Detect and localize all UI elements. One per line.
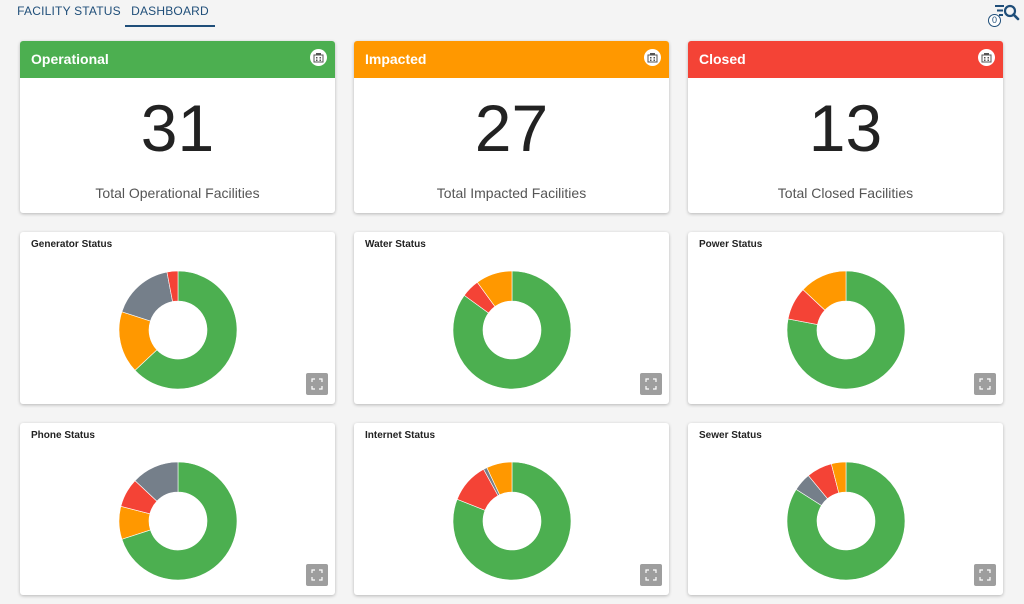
- top-nav: FACILITY STATUS DASHBOARD 0: [0, 0, 1024, 30]
- impacted-header: Impacted: [354, 41, 669, 78]
- closed-label: Total Closed Facilities: [777, 185, 914, 201]
- internet-status-card: Internet Status: [354, 423, 669, 595]
- operational-title: Operational: [31, 51, 109, 67]
- filter-count-badge: 0: [988, 14, 1001, 27]
- filter-search-icon: [995, 4, 1020, 21]
- expand-button[interactable]: [974, 564, 996, 586]
- building-icon: [978, 49, 995, 66]
- expand-icon: [311, 378, 323, 390]
- donut-slice[interactable]: [830, 461, 847, 494]
- expand-icon: [979, 378, 991, 390]
- chart-title: Water Status: [365, 239, 426, 250]
- phone-status-card: Phone Status: [20, 423, 335, 595]
- donut-slice[interactable]: [452, 461, 572, 581]
- expand-icon: [645, 569, 657, 581]
- chart-title: Sewer Status: [699, 430, 762, 441]
- impacted-label: Total Impacted Facilities: [436, 185, 587, 201]
- donut-slice[interactable]: [786, 270, 906, 390]
- generator-status-donut: [118, 270, 238, 390]
- donut-slice[interactable]: [452, 270, 572, 390]
- water-status-card: Water Status: [354, 232, 669, 404]
- closed-title: Closed: [699, 51, 746, 67]
- power-status-donut: [786, 270, 906, 390]
- phone-status-donut: [118, 461, 238, 581]
- closed-count: 13: [808, 91, 883, 165]
- expand-button[interactable]: [974, 373, 996, 395]
- donut-slice[interactable]: [802, 270, 847, 311]
- generator-status-card: Generator Status: [20, 232, 335, 404]
- expand-icon: [645, 378, 657, 390]
- operational-card: Operational 31 Total Operational Facilit…: [20, 41, 335, 213]
- donut-slice[interactable]: [134, 461, 179, 502]
- donut-slice[interactable]: [486, 461, 513, 496]
- building-icon: [644, 49, 661, 66]
- tab-facility-status[interactable]: FACILITY STATUS: [17, 4, 121, 18]
- closed-card: Closed 13 Total Closed Facilities: [688, 41, 1003, 213]
- internet-status-donut: [452, 461, 572, 581]
- building-icon: [310, 49, 327, 66]
- chart-title: Generator Status: [31, 239, 113, 250]
- donut-slice[interactable]: [121, 461, 238, 581]
- expand-button[interactable]: [306, 564, 328, 586]
- water-status-donut: [452, 270, 572, 390]
- donut-slice[interactable]: [786, 461, 906, 581]
- expand-button[interactable]: [640, 373, 662, 395]
- sewer-status-donut: [786, 461, 906, 581]
- donut-slice[interactable]: [121, 271, 173, 322]
- closed-header: Closed: [688, 41, 1003, 78]
- impacted-count: 27: [474, 91, 549, 165]
- impacted-card: Impacted 27 Total Impacted Facilities: [354, 41, 669, 213]
- operational-label: Total Operational Facilities: [95, 185, 260, 201]
- tab-dashboard[interactable]: DASHBOARD: [125, 0, 215, 27]
- expand-icon: [979, 569, 991, 581]
- donut-slice[interactable]: [166, 270, 179, 302]
- chart-title: Internet Status: [365, 430, 436, 441]
- expand-button[interactable]: [640, 564, 662, 586]
- expand-button[interactable]: [306, 373, 328, 395]
- expand-icon: [311, 569, 323, 581]
- donut-slice[interactable]: [476, 270, 513, 307]
- filter-search-button[interactable]: 0: [986, 2, 1022, 30]
- operational-count: 31: [140, 91, 215, 165]
- chart-title: Power Status: [699, 239, 763, 250]
- operational-header: Operational: [20, 41, 335, 78]
- power-status-card: Power Status: [688, 232, 1003, 404]
- sewer-status-card: Sewer Status: [688, 423, 1003, 595]
- chart-title: Phone Status: [31, 430, 95, 441]
- impacted-title: Impacted: [365, 51, 427, 67]
